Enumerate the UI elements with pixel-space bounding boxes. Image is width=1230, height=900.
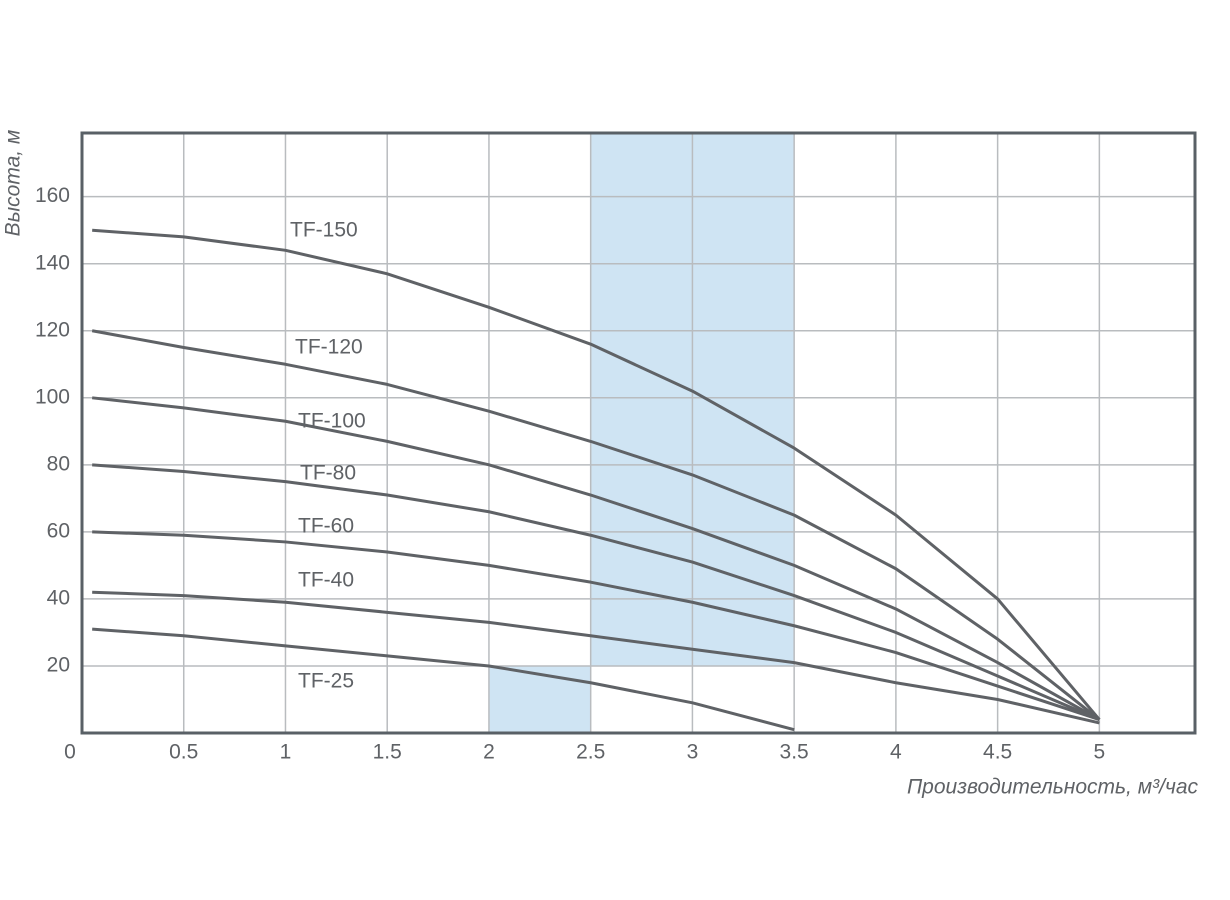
series-label: TF-120 (295, 336, 363, 359)
y-tick-label: 40 (47, 586, 70, 609)
y-tick-label: 80 (47, 452, 70, 475)
x-axis-title: Производительность, м³/час (907, 776, 1199, 799)
x-tick-label: 0 (64, 741, 76, 764)
series-label: TF-40 (298, 569, 354, 592)
y-tick-label: 100 (35, 385, 70, 408)
series-label: TF-100 (298, 410, 366, 433)
x-tick-label: 4 (890, 741, 902, 764)
y-tick-label: 20 (47, 654, 70, 677)
y-axis-title: Высота, м (2, 130, 25, 237)
x-tick-label: 3 (687, 741, 699, 764)
x-tick-label: 4.5 (983, 741, 1012, 764)
series-label: TF-150 (290, 219, 358, 242)
y-tick-label: 120 (35, 318, 70, 341)
series-line (92, 530, 1100, 722)
x-tick-label: 1 (280, 741, 292, 764)
x-tick-label: 5 (1094, 741, 1106, 764)
y-tick-label: 160 (35, 184, 70, 207)
plot-border (80, 131, 1197, 735)
series-label: TF-80 (300, 462, 356, 485)
x-tick-label: 3.5 (780, 741, 809, 764)
y-tick-label: 60 (47, 519, 70, 542)
series-line (91, 329, 1101, 721)
x-tick-label: 1.5 (373, 741, 402, 764)
y-tick-label: 140 (35, 251, 70, 274)
series-line (92, 228, 1101, 721)
x-tick-label: 0.5 (169, 741, 198, 764)
series-label: TF-60 (298, 515, 354, 538)
series-label: TF-25 (298, 670, 354, 693)
series-line (92, 396, 1101, 721)
x-tick-label: 2.5 (576, 741, 605, 764)
x-tick-label: 2 (483, 741, 495, 764)
series-line (92, 463, 1100, 721)
highlight-region (488, 665, 591, 733)
series-line (92, 590, 1100, 725)
series-line (92, 627, 795, 732)
